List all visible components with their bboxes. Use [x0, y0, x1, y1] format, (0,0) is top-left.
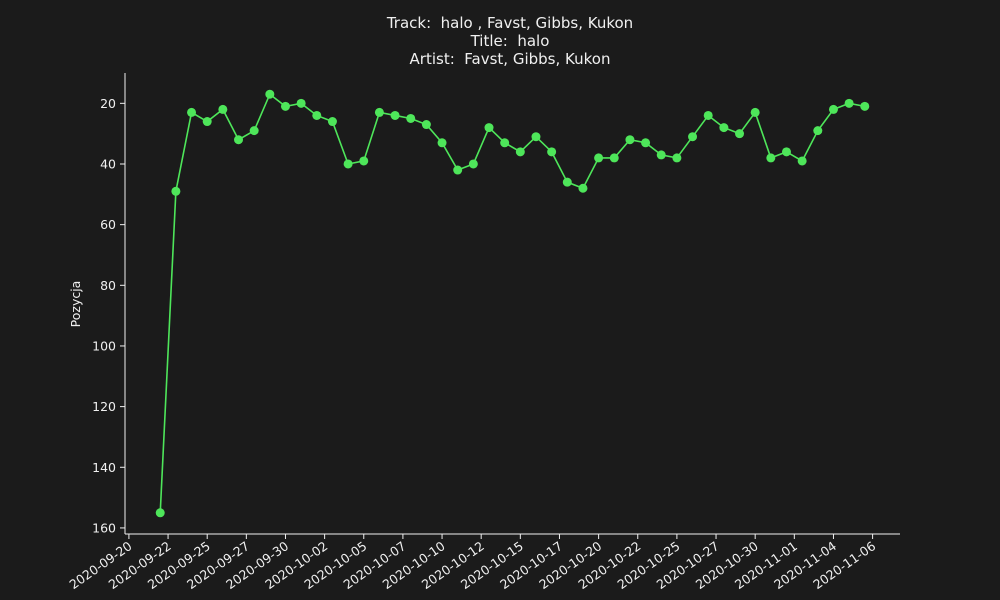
point	[547, 147, 557, 157]
point	[797, 156, 807, 166]
point	[249, 126, 259, 136]
point	[703, 110, 713, 120]
point	[187, 107, 197, 117]
y-axis-label: Pozycja	[68, 281, 83, 328]
y-tick-label: 40	[100, 156, 116, 171]
point	[468, 159, 478, 169]
point	[531, 132, 541, 142]
point	[280, 101, 290, 111]
point	[437, 138, 447, 148]
point	[218, 104, 228, 114]
point	[562, 177, 572, 187]
y-tick-label: 60	[100, 217, 116, 232]
point	[750, 107, 760, 117]
point	[484, 123, 494, 133]
point	[656, 150, 666, 160]
point	[515, 147, 525, 157]
point	[641, 138, 651, 148]
point	[327, 117, 337, 127]
y-tick-label: 100	[92, 338, 116, 353]
point	[844, 98, 854, 108]
point	[406, 113, 416, 123]
point	[296, 98, 306, 108]
y-tick-label: 140	[92, 460, 116, 475]
y-tick-label: 20	[100, 96, 116, 111]
y-tick-label: 160	[92, 520, 116, 535]
point	[735, 129, 745, 139]
point	[672, 153, 682, 163]
point	[860, 101, 870, 111]
point	[155, 508, 165, 518]
point	[390, 110, 400, 120]
point	[312, 110, 322, 120]
point	[202, 117, 212, 127]
chart-title-line: Artist: Favst, Gibbs, Kukon	[410, 50, 611, 68]
point	[594, 153, 604, 163]
point	[374, 107, 384, 117]
point	[421, 120, 431, 130]
point	[359, 156, 369, 166]
point	[781, 147, 791, 157]
point	[625, 135, 635, 145]
chart-title-line: Title: halo	[470, 32, 550, 50]
chart-title-line: Track: halo , Favst, Gibbs, Kukon	[386, 14, 633, 32]
point	[578, 183, 588, 193]
point	[171, 186, 181, 196]
series-line	[159, 92, 865, 513]
point	[719, 123, 729, 133]
point	[500, 138, 510, 148]
point	[453, 165, 463, 175]
point	[265, 89, 275, 99]
point	[688, 132, 698, 142]
point	[609, 153, 619, 163]
point	[766, 153, 776, 163]
point	[343, 159, 353, 169]
point	[234, 135, 244, 145]
y-tick-label: 120	[92, 399, 116, 414]
point	[828, 104, 838, 114]
point	[813, 126, 823, 136]
y-tick-label: 80	[100, 278, 116, 293]
